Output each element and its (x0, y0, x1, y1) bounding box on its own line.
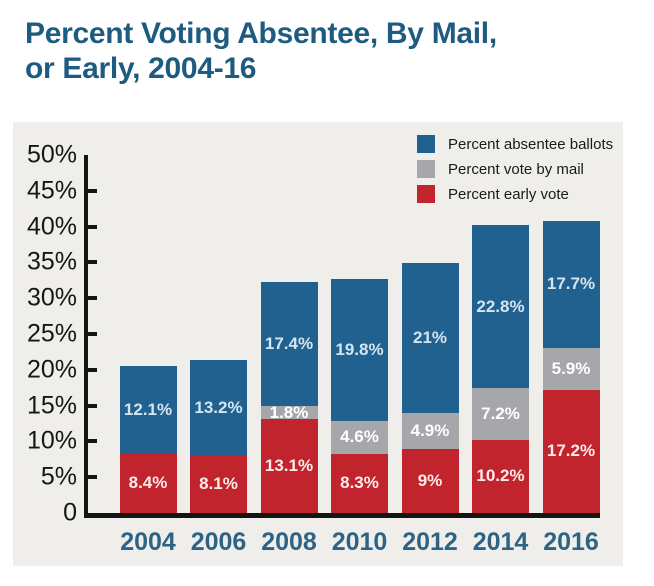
y-axis-tick-mark (84, 439, 97, 444)
bar-value-label: 17.2% (546, 441, 596, 461)
legend-swatch (417, 185, 435, 203)
bar-value-label: 22.8% (476, 296, 525, 316)
y-axis-tick-label: 10% (26, 426, 77, 455)
bar-value-label: 21% (412, 328, 448, 348)
bar-value-label: 13.1% (264, 456, 314, 476)
bar-value-label: 4.6% (340, 427, 379, 447)
bar-segment-2014: 22.8% (472, 225, 529, 389)
x-axis-label-2014: 2014 (472, 528, 529, 556)
y-axis-tick-label: 15% (26, 391, 77, 420)
bar-segment-2006: 8.1% (190, 455, 247, 513)
bar-value-label: 5.9% (551, 358, 591, 378)
bar-value-label: 17.7% (546, 274, 596, 294)
chart-title: Percent Voting Absentee, By Mail, or Earl… (25, 16, 497, 86)
bar-segment-2008: 13.1% (260, 419, 318, 513)
bar-value-label: 10.2% (476, 466, 525, 486)
bar-segment-2004: 8.4% (119, 452, 177, 513)
bar-segment-2016: 5.9% (542, 347, 600, 390)
x-axis-label-2004: 2004 (120, 528, 176, 556)
y-axis-tick-label: 35% (26, 247, 77, 276)
legend-item-label: Percent absentee ballots (448, 135, 614, 153)
legend-swatch (417, 160, 435, 178)
y-axis-tick-mark (84, 475, 97, 480)
bar-value-label: 13.2% (194, 397, 243, 417)
chart-title-line-1: Percent Voting Absentee, By Mail, (25, 17, 497, 50)
y-axis-tick-mark (84, 188, 97, 193)
legend-item: Percent early vote (417, 185, 613, 203)
bar-segment-2008: 17.4% (260, 281, 318, 407)
bar-value-label: 12.1% (123, 399, 173, 419)
y-axis-tick-label: 40% (26, 212, 77, 241)
legend-item: Percent absentee ballots (417, 135, 613, 153)
y-axis-tick-label: 0 (63, 498, 77, 527)
bar-value-label: 4.9% (410, 421, 450, 440)
y-axis-tick-mark (84, 403, 97, 408)
bar-value-label: 9% (417, 470, 443, 490)
bar-segment-2012: 21% (401, 263, 459, 414)
y-axis-tick-mark (84, 224, 97, 229)
chart-panel: Percent absentee ballots Percent vote by … (13, 122, 623, 566)
y-axis-tick-label: 5% (40, 462, 77, 491)
bar-segment-2010: 8.3% (331, 453, 388, 513)
y-axis-tick-label: 50% (26, 140, 77, 169)
legend: Percent absentee ballots Percent vote by … (417, 135, 613, 210)
legend-item-label: Percent vote by mail (448, 160, 584, 178)
y-axis-tick-mark (84, 367, 97, 372)
bar-segment-2008: 1.8% (260, 403, 318, 422)
bar-segment-2014: 10.2% (472, 439, 529, 513)
bar-value-label: 19.8% (335, 339, 384, 359)
bar-value-label: 8.3% (340, 473, 379, 493)
y-axis-line (84, 155, 88, 517)
x-axis-label-2016: 2016 (543, 528, 599, 556)
y-axis-tick-mark (84, 296, 97, 301)
bar-segment-2014: 7.2% (472, 388, 529, 440)
y-axis-tick-label: 45% (26, 176, 77, 205)
x-axis-label-2006: 2006 (190, 528, 247, 556)
bar-segment-2016: 17.2% (542, 389, 600, 513)
y-axis-tick-label: 30% (26, 283, 77, 312)
bar-segment-2016: 17.7% (542, 220, 600, 348)
bar-value-label: 8.4% (128, 472, 168, 492)
legend-item: Percent vote by mail (417, 160, 613, 178)
bar-value-label: 8.1% (199, 473, 238, 493)
y-axis-tick-label: 20% (26, 355, 77, 384)
chart-title-line-2: or Early, 2004-16 (25, 52, 257, 86)
x-axis-label-2008: 2008 (261, 528, 317, 556)
x-axis-line (84, 513, 600, 518)
x-axis-label-2012: 2012 (402, 528, 458, 556)
y-axis-tick-label: 25% (26, 319, 77, 348)
bar-value-label: 17.4% (264, 334, 314, 353)
bar-value-label: 7.2% (481, 404, 520, 424)
bar-segment-2006: 13.2% (190, 360, 247, 455)
bar-segment-2010: 19.8% (331, 278, 388, 421)
legend-swatch (417, 135, 435, 153)
bar-segment-2012: 9% (401, 448, 459, 513)
bar-segment-2010: 4.6% (331, 420, 388, 454)
legend-item-label: Percent early vote (448, 185, 569, 203)
y-axis-tick-mark (84, 260, 97, 265)
bar-segment-2012: 4.9% (401, 413, 459, 449)
bar-value-label: 1.8% (269, 402, 309, 422)
x-axis-label-2010: 2010 (331, 528, 388, 556)
y-axis-tick-mark (84, 332, 97, 336)
bar-segment-2004: 12.1% (119, 366, 177, 453)
